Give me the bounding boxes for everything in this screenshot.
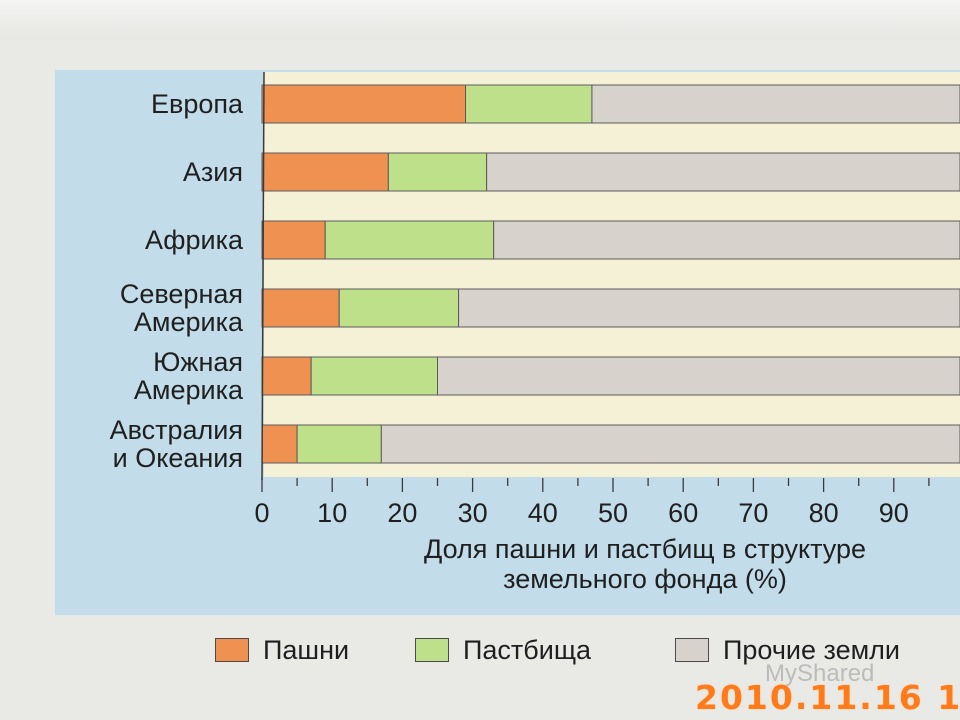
legend-label-pasture: Пастбища xyxy=(463,634,592,665)
x-tick-label-50: 50 xyxy=(598,498,628,528)
watermark: MyShared xyxy=(765,660,875,687)
bar-other-lands-1 xyxy=(591,84,960,124)
x-tick-label-80: 80 xyxy=(809,498,839,528)
x-tick-label-70: 70 xyxy=(738,498,768,528)
category-label-5: Южная Америка xyxy=(134,347,244,405)
x-tick-label-20: 20 xyxy=(387,498,417,528)
bar-other-lands-4 xyxy=(458,288,960,328)
legend-swatch-other-lands xyxy=(675,638,709,662)
bar-pasture-6 xyxy=(296,424,382,464)
date-stamp: 2010.11.16 17: xyxy=(695,678,960,717)
category-label-3: Африка xyxy=(145,225,244,255)
x-tick-label-30: 30 xyxy=(458,498,488,528)
category-label-6: Австралия и Океания xyxy=(110,415,243,473)
bar-pasture-4 xyxy=(338,288,460,328)
legend-swatch-pasture xyxy=(415,638,449,662)
category-label-4: Северная Америка xyxy=(120,279,244,337)
legend-label-arable: Пашни xyxy=(263,634,350,665)
bar-arable-5 xyxy=(261,356,312,396)
bar-other-lands-3 xyxy=(493,220,960,260)
bar-pasture-2 xyxy=(387,152,488,192)
bar-arable-3 xyxy=(261,220,326,260)
bar-other-lands-5 xyxy=(437,356,960,396)
bar-arable-6 xyxy=(261,424,298,464)
plot-area xyxy=(264,72,960,477)
page-top-margin xyxy=(0,0,960,40)
legend-item-pasture: Пастбища xyxy=(415,630,591,670)
bar-other-lands-2 xyxy=(486,152,960,192)
x-axis-title-line-2: земельного фонда (%) xyxy=(503,564,787,594)
x-tick-label-40: 40 xyxy=(528,498,558,528)
bar-arable-2 xyxy=(261,152,389,192)
category-label-2: Азия xyxy=(183,157,243,187)
x-tick-label-0: 0 xyxy=(254,498,269,528)
x-axis-title-line-1: Доля пашни и пастбищ в структуре xyxy=(424,534,866,564)
bar-other-lands-6 xyxy=(380,424,960,464)
category-label-1: Европа xyxy=(151,89,244,119)
legend-item-other-lands: Прочие земли xyxy=(675,630,900,670)
legend-label-other-lands: Прочие земли xyxy=(723,634,901,665)
bar-arable-1 xyxy=(261,84,467,124)
bar-arable-4 xyxy=(261,288,340,328)
legend: Пашни Пастбища Прочие земли xyxy=(215,630,960,670)
bar-pasture-3 xyxy=(324,220,495,260)
y-axis-line xyxy=(261,71,265,481)
x-tick-label-60: 60 xyxy=(668,498,698,528)
x-tick-label-10: 10 xyxy=(317,498,347,528)
legend-item-arable: Пашни xyxy=(215,630,349,670)
x-tick-label-90: 90 xyxy=(879,498,909,528)
bar-pasture-1 xyxy=(465,84,593,124)
legend-swatch-arable xyxy=(215,638,249,662)
bar-pasture-5 xyxy=(310,356,439,396)
